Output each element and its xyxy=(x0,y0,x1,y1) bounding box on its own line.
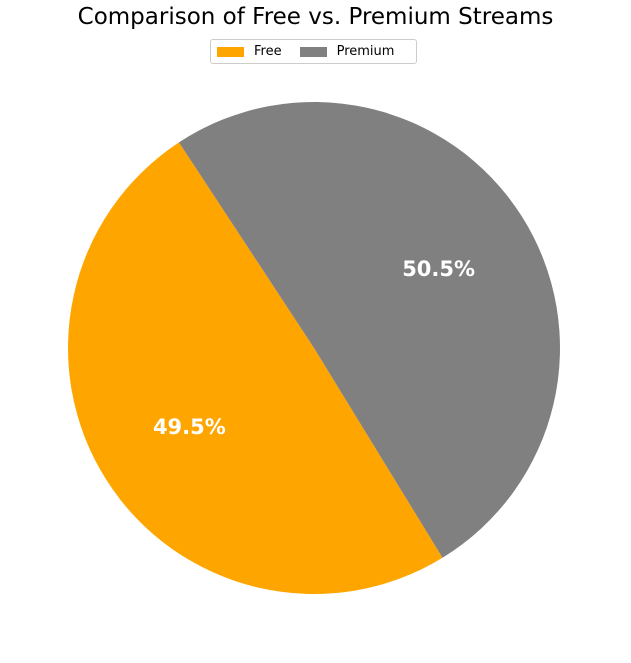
slice-label-free: 49.5% xyxy=(153,415,226,439)
slice-premium xyxy=(178,101,561,558)
legend: Free Premium xyxy=(210,39,417,64)
legend-swatch-free xyxy=(217,46,244,57)
legend-label-premium: Premium xyxy=(336,44,395,59)
legend-swatch-premium xyxy=(299,46,327,57)
legend-entry-premium: Premium xyxy=(299,44,395,59)
legend-entry-free: Free xyxy=(217,44,282,59)
chart-title: Comparison of Free vs. Premium Streams xyxy=(77,4,554,30)
slice-free xyxy=(68,142,443,594)
slice-label-premium: 50.5% xyxy=(402,257,475,281)
legend-label-free: Free xyxy=(254,44,282,59)
